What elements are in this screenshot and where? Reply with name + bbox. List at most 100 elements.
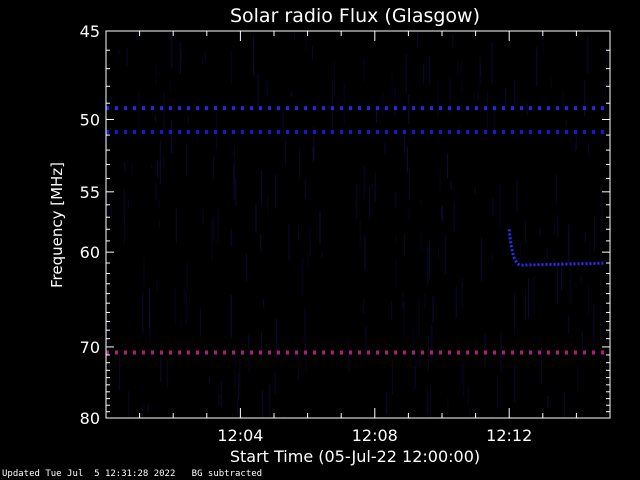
noise-streak	[391, 301, 393, 321]
noise-streak	[480, 65, 482, 76]
noise-streak	[562, 90, 564, 108]
noise-streak	[319, 211, 321, 245]
noise-streak	[261, 331, 263, 361]
noise-streak	[275, 174, 277, 208]
y-tick-label: 80	[80, 409, 100, 428]
noise-streak	[486, 91, 488, 132]
noise-streak	[402, 291, 404, 309]
noise-streak	[575, 127, 577, 151]
noise-streak	[106, 126, 108, 151]
noise-streak	[252, 36, 254, 76]
noise-streak	[149, 288, 151, 329]
noise-streak	[395, 191, 397, 208]
noise-streak	[143, 257, 145, 288]
noise-streak	[183, 288, 185, 304]
noise-streak	[211, 218, 213, 261]
noise-streak	[556, 174, 557, 205]
noise-streak	[245, 253, 247, 282]
noise-streak	[525, 220, 526, 243]
noise-streak	[423, 63, 425, 85]
noise-streak	[163, 93, 165, 128]
noise-streak	[232, 412, 234, 418]
noise-streak	[128, 390, 130, 418]
noise-streak	[513, 293, 515, 335]
noise-streak	[294, 32, 296, 40]
noise-streak	[441, 206, 443, 223]
noise-streak	[414, 365, 416, 389]
footer: Updated Tue Jul 5 12:31:28 2022 BG subtr…	[2, 469, 262, 479]
noise-streak	[237, 398, 239, 414]
noise-streak	[432, 296, 434, 324]
noise-streak	[557, 215, 559, 237]
noise-streak	[282, 415, 284, 418]
noise-streak	[516, 178, 518, 210]
noise-streak	[395, 234, 397, 243]
noise-streak	[574, 142, 576, 154]
noise-streak	[185, 291, 187, 325]
noise-streak	[147, 404, 149, 413]
noise-streak	[128, 200, 130, 209]
noise-streak	[174, 287, 176, 324]
noise-streak	[297, 350, 299, 381]
noise-streak	[156, 280, 158, 291]
burst-trace	[507, 229, 604, 267]
noise-streak	[580, 274, 582, 285]
noise-streak	[460, 126, 462, 134]
noise-streak	[492, 198, 494, 217]
noise-streak	[429, 242, 430, 279]
y-axis: 45 50 55 60 70 80	[80, 22, 610, 428]
noise-streak	[408, 167, 410, 201]
noise-streak	[417, 31, 419, 47]
noise-streak	[491, 42, 493, 84]
noise-streak	[106, 324, 108, 346]
noise-streak	[123, 189, 125, 223]
noise-streak	[533, 277, 535, 314]
noise-streak	[138, 89, 140, 129]
noise-streak	[343, 83, 345, 124]
noise-streak	[239, 355, 241, 397]
update-timestamp: Updated Tue Jul 5 12:31:28 2022	[2, 469, 176, 479]
noise-streak	[307, 253, 309, 267]
noise-streak	[267, 195, 269, 215]
noise-streak	[119, 354, 121, 390]
noise-streak	[373, 412, 375, 418]
noise-streak	[505, 88, 507, 107]
feature-layer	[106, 106, 610, 355]
noise-streak	[431, 325, 433, 363]
noise-streak	[269, 384, 271, 418]
noise-streak	[200, 308, 202, 336]
noise-streak	[467, 385, 469, 405]
noise-streak	[452, 34, 454, 48]
noise-streak	[276, 319, 278, 359]
noise-streak	[492, 254, 493, 260]
noise-streak	[392, 360, 393, 395]
noise-streak	[149, 311, 151, 346]
noise-streak	[546, 247, 548, 259]
noise-streak	[332, 79, 333, 103]
noise-streak	[155, 183, 157, 201]
noise-streak	[142, 403, 144, 418]
noise-streak	[408, 208, 410, 221]
noise-streak	[170, 119, 172, 154]
noise-streak	[155, 64, 157, 87]
noise-streak	[494, 110, 496, 137]
noise-streak	[248, 338, 250, 372]
noise-streak	[213, 215, 215, 242]
y-tick-label: 45	[80, 22, 100, 41]
noise-streak	[348, 340, 350, 372]
noise-streak	[181, 52, 182, 59]
noise-streak	[230, 228, 232, 247]
noise-streak	[123, 218, 125, 245]
noise-streak	[304, 179, 306, 200]
noise-streak	[404, 234, 405, 257]
noise-streak	[261, 170, 263, 206]
noise-streak	[404, 127, 406, 155]
noise-streak	[427, 246, 429, 285]
noise-streak	[305, 348, 307, 373]
noise-streak	[359, 220, 361, 250]
noise-streak	[384, 141, 386, 153]
noise-streak	[305, 34, 307, 51]
noise-streak	[166, 360, 168, 389]
noise-streak	[412, 327, 414, 356]
